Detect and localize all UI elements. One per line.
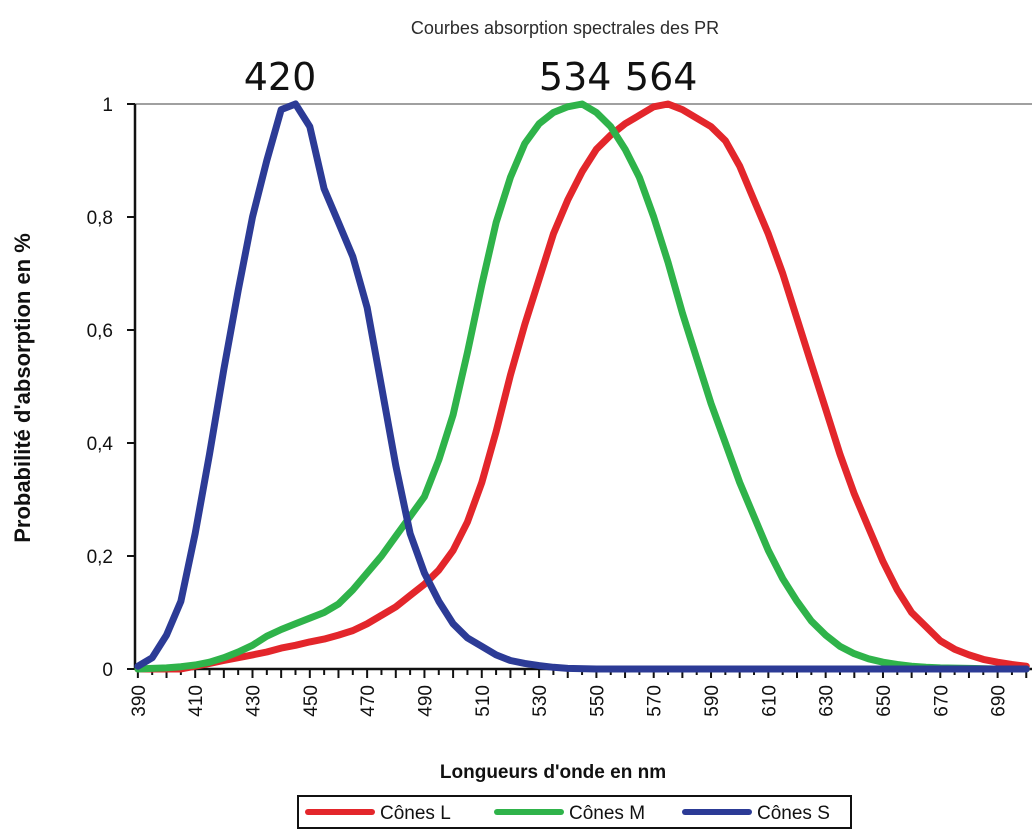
legend-items: Cônes L Cônes M Cônes S (305, 803, 830, 824)
y-tick-label: 0,6 (87, 321, 113, 342)
x-tick-label: 590 (702, 685, 723, 717)
legend-label: Cônes M (569, 803, 645, 824)
x-tick-label: 610 (759, 685, 780, 717)
peak-label: 534 (539, 55, 612, 99)
x-tick-label: 650 (874, 685, 895, 717)
y-tick-label: 0,8 (87, 208, 113, 229)
chart-title: Courbes absorption spectrales des PR (411, 18, 719, 38)
y-tick-label: 0,2 (87, 547, 113, 568)
x-tick-label: 530 (530, 685, 551, 717)
y-tick-label: 0 (102, 660, 113, 681)
y-tick-label: 0,4 (87, 434, 114, 455)
x-axis-label: Longueurs d'onde en nm (440, 762, 666, 783)
x-tick-label: 550 (587, 685, 608, 717)
x-tick-label: 490 (415, 685, 436, 717)
series-line-c-nes-l (134, 100, 1030, 673)
series-line-c-nes-s (134, 100, 1030, 673)
x-tick-label: 670 (931, 685, 952, 717)
y-axis-label: Probabilité d'absorption en % (10, 233, 35, 543)
x-tick-label: 410 (186, 685, 207, 717)
x-tick-label: 390 (129, 685, 150, 717)
x-tick-label: 470 (358, 685, 379, 717)
legend-label: Cônes S (757, 803, 830, 824)
y-tick-label: 1 (102, 95, 113, 116)
legend-label: Cônes L (380, 803, 451, 824)
x-tick-label: 570 (645, 685, 666, 717)
legend-box (297, 795, 852, 829)
x-tick-label: 630 (817, 685, 838, 717)
x-tick-label: 430 (243, 685, 264, 717)
series-line-c-nes-m (134, 100, 1030, 673)
x-tick-label: 690 (989, 685, 1010, 717)
peak-label: 564 (625, 55, 698, 99)
peak-labels: 420 534 564 (244, 55, 698, 99)
legend: Cônes L Cônes M Cônes S (297, 795, 852, 829)
x-tick-label: 450 (301, 685, 322, 717)
axes: 0 0,2 0,4 0,6 0,8 1 390 410 430 450 470 490 510 530 55… (87, 95, 1032, 717)
peak-label: 420 (244, 55, 317, 99)
x-tick-label: 510 (473, 685, 494, 717)
series-lines (134, 100, 1030, 673)
